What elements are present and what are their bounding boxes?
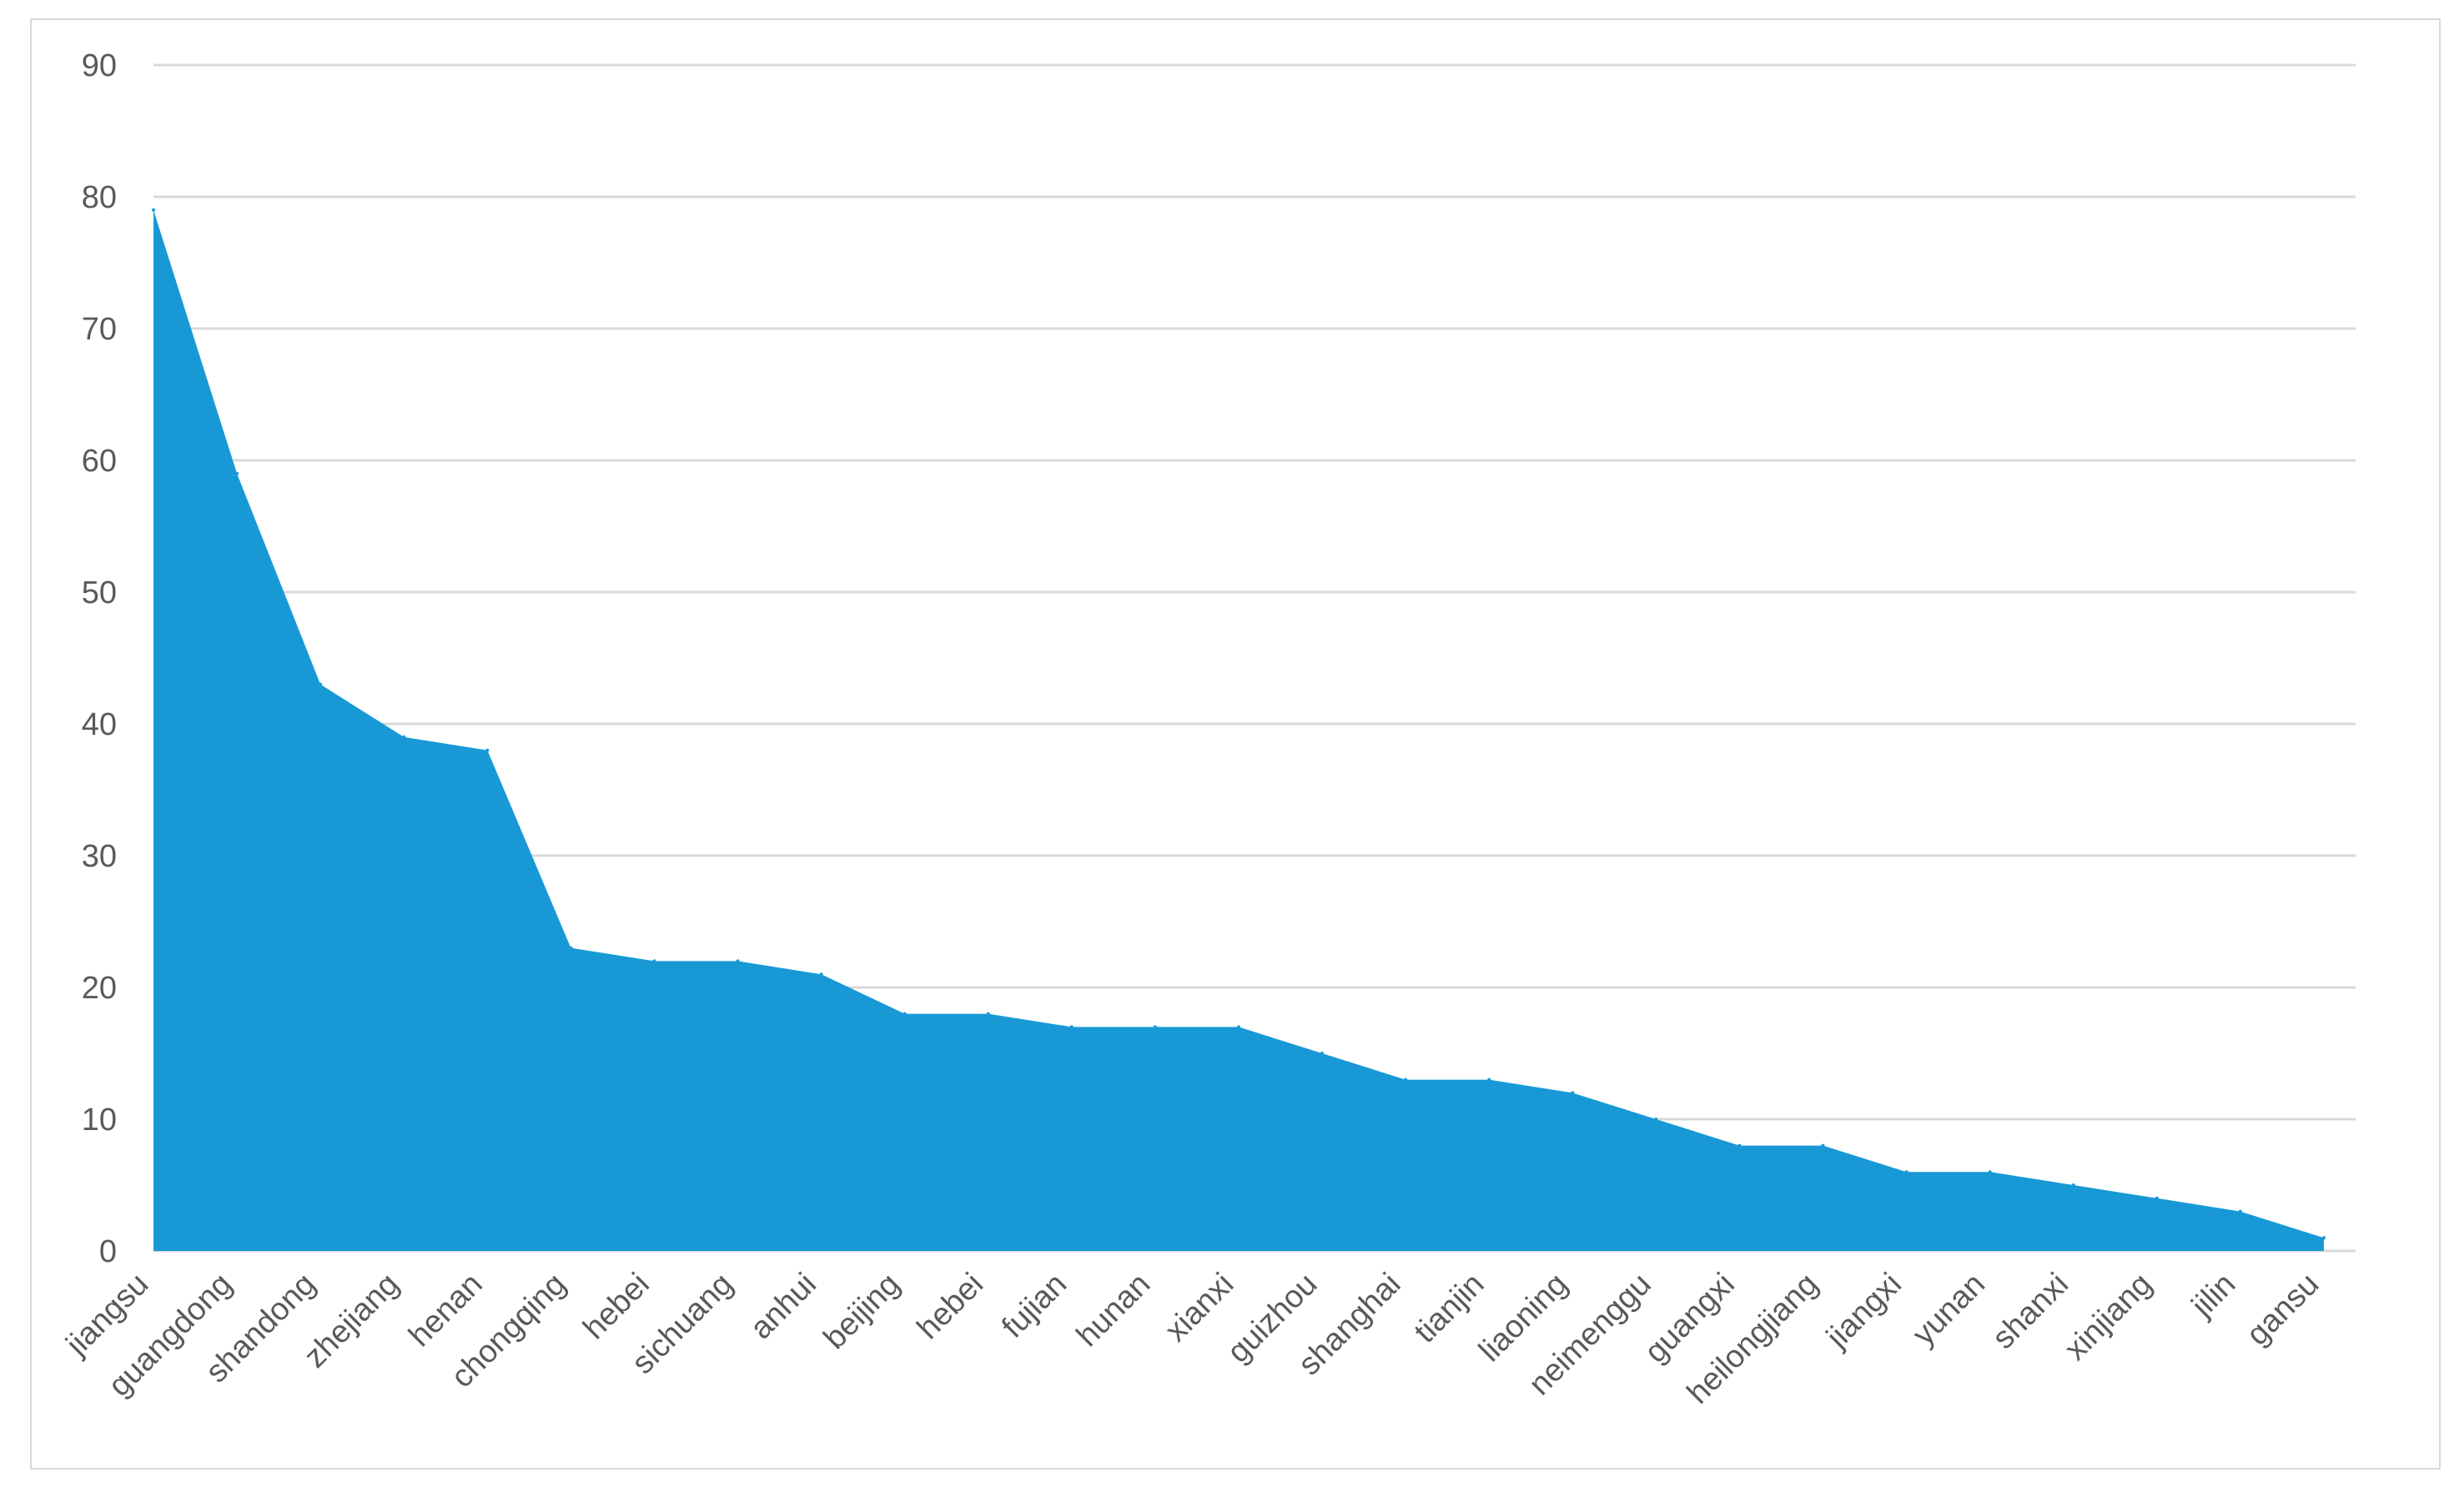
x-tick-label: yunan — [1906, 1267, 1992, 1353]
y-tick-label: 20 — [82, 971, 117, 1006]
x-tick-label: xinjiang — [2058, 1267, 2159, 1368]
data-point — [319, 682, 323, 686]
x-axis: jiangsuguangdongshandongzhejianghenancho… — [59, 1267, 2326, 1411]
x-tick-label: hebei — [576, 1267, 656, 1346]
x-tick-label: fujian — [995, 1267, 1074, 1345]
y-tick-label: 80 — [82, 180, 117, 215]
data-point — [1487, 1078, 1491, 1082]
y-tick-label: 0 — [99, 1234, 117, 1269]
data-point — [1821, 1143, 1825, 1148]
y-tick-label: 10 — [82, 1103, 117, 1138]
data-point — [2238, 1209, 2242, 1213]
data-point — [1320, 1052, 1325, 1055]
x-tick-label: jiangxi — [1819, 1267, 1908, 1356]
y-tick-label: 50 — [82, 575, 117, 610]
x-tick-label: hebei — [911, 1267, 990, 1346]
data-point — [2155, 1196, 2159, 1200]
y-tick-label: 90 — [82, 48, 117, 83]
x-tick-label: hunan — [1070, 1267, 1157, 1354]
data-point — [903, 1012, 907, 1016]
y-axis: 0 10 20 30 40 50 60 70 80 90 — [82, 48, 117, 1269]
data-point — [2071, 1183, 2075, 1187]
x-tick-label: jilin — [2185, 1267, 2242, 1324]
data-point — [1236, 1025, 1240, 1029]
data-point — [1571, 1091, 1575, 1095]
data-point — [152, 208, 155, 212]
y-tick-label: 60 — [82, 444, 117, 479]
y-tick-label: 40 — [82, 707, 117, 742]
data-point — [2321, 1236, 2326, 1240]
y-tick-label: 70 — [82, 312, 117, 347]
data-point — [819, 972, 823, 977]
data-point — [1737, 1143, 1742, 1148]
data-point — [235, 471, 239, 475]
data-point — [652, 959, 656, 963]
y-tick-label: 30 — [82, 839, 117, 874]
data-point — [1904, 1170, 1908, 1174]
area-fill — [153, 209, 2324, 1251]
x-tick-label: xianxi — [1159, 1267, 1240, 1349]
data-point — [402, 735, 406, 739]
data-point — [736, 959, 740, 963]
x-tick-label: gansu — [2240, 1267, 2326, 1353]
x-tick-label: anhui — [744, 1267, 823, 1346]
x-tick-label: beijing — [817, 1267, 907, 1356]
data-point — [569, 946, 573, 950]
data-point — [1988, 1170, 1992, 1174]
data-point — [485, 748, 490, 752]
data-point — [986, 1012, 990, 1016]
data-point — [1654, 1118, 1658, 1121]
data-point — [1404, 1078, 1408, 1082]
area-series — [152, 208, 2326, 1251]
data-point — [1069, 1025, 1074, 1029]
data-point — [1153, 1025, 1157, 1029]
